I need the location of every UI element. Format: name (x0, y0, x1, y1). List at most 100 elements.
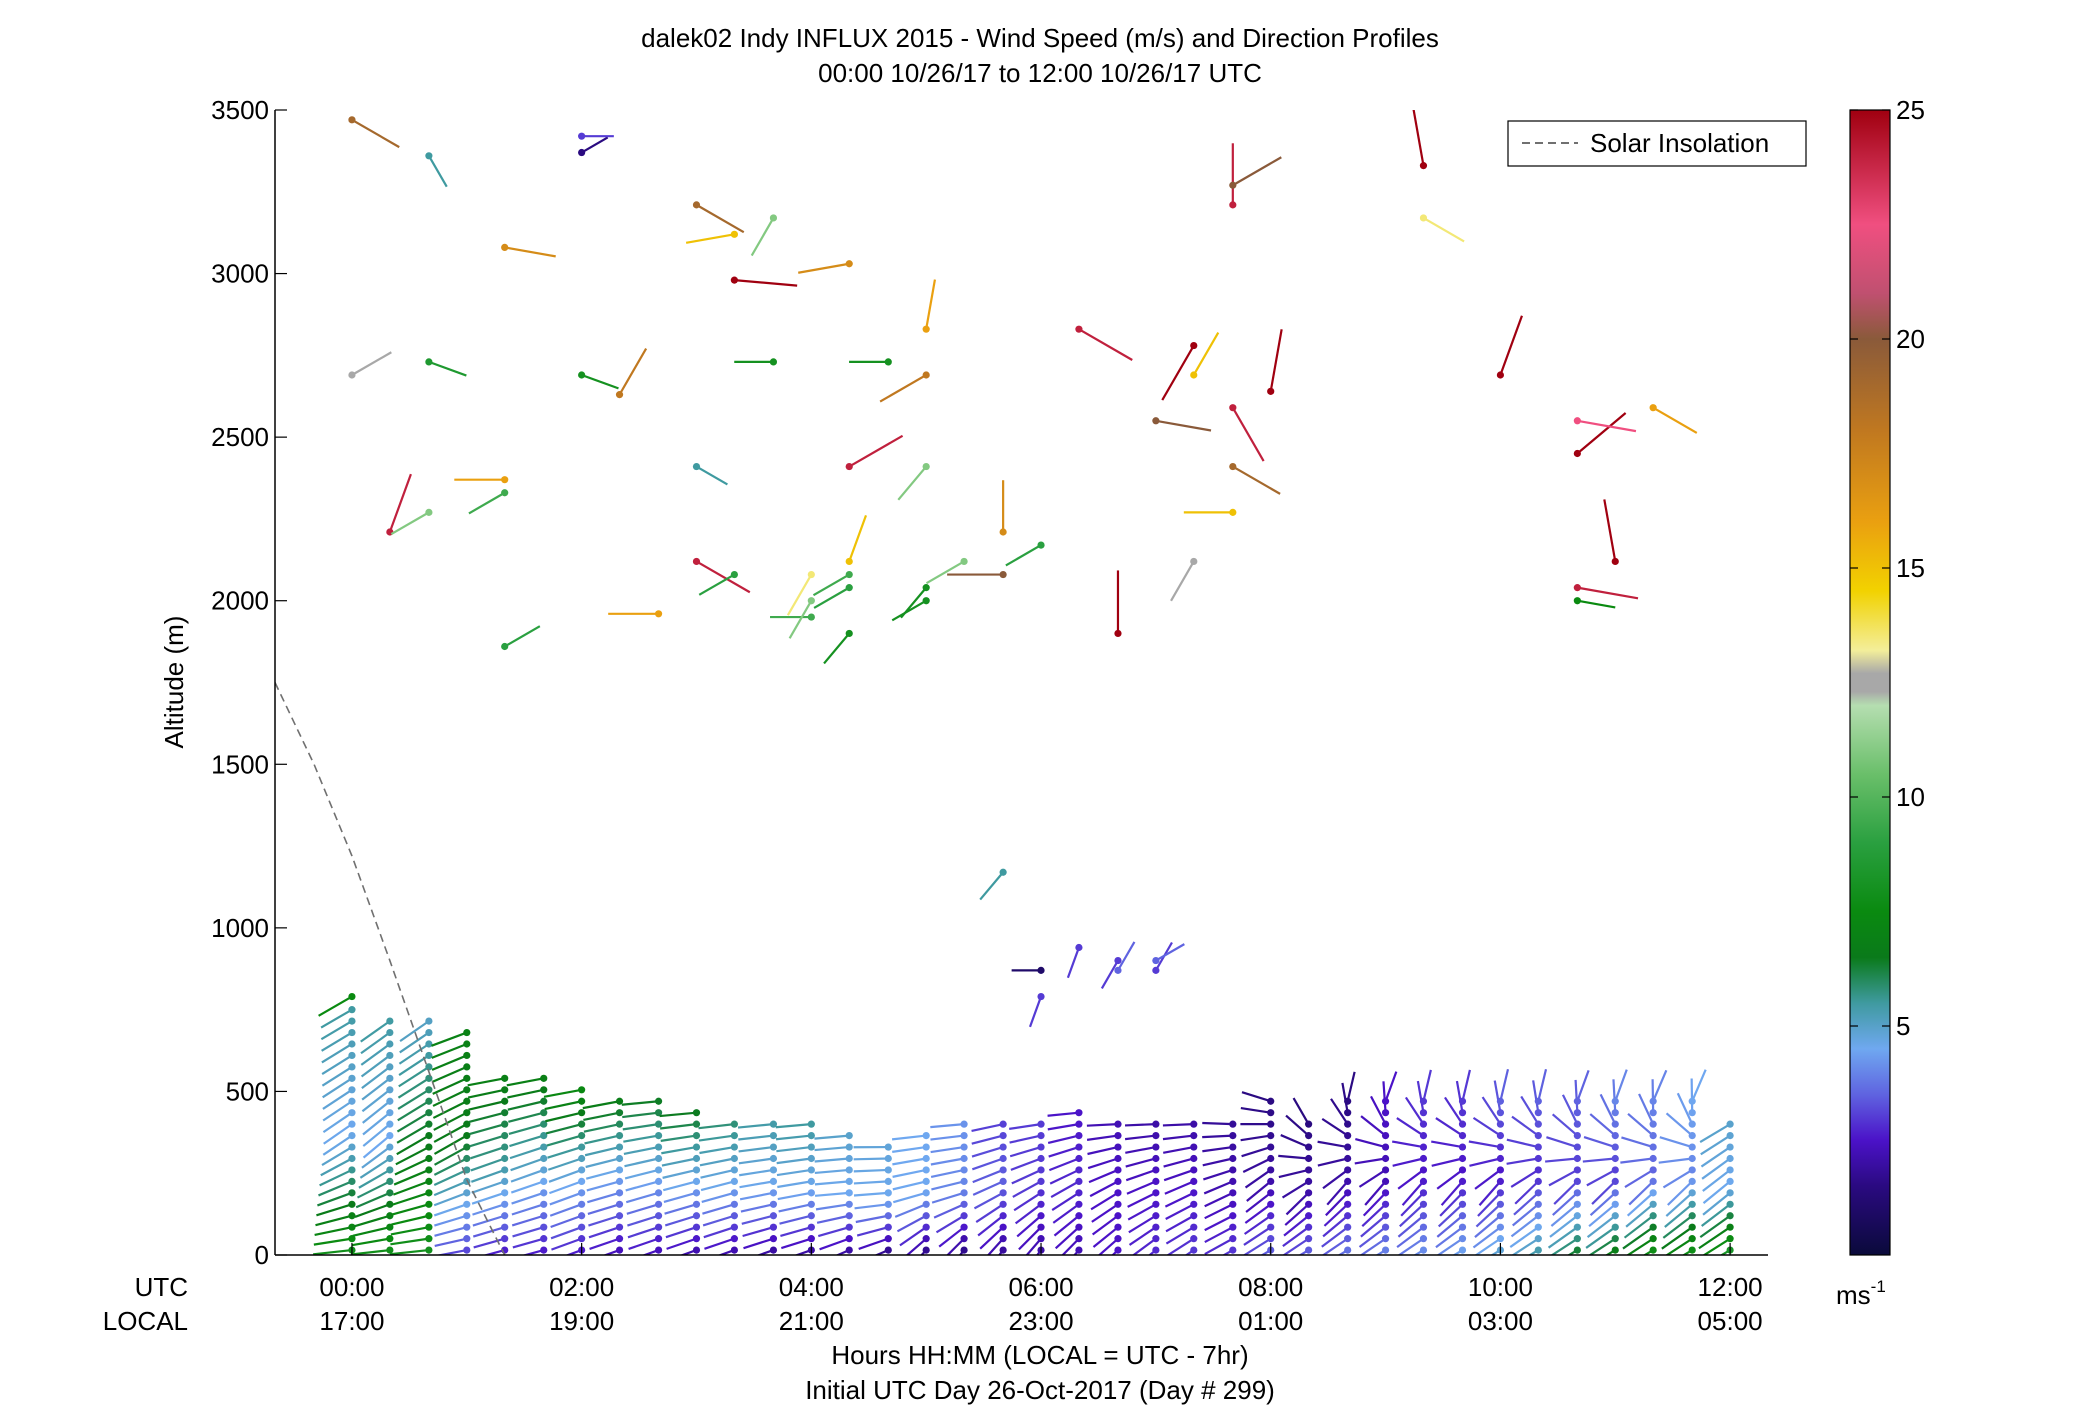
wind-barb-shaft (1009, 1123, 1042, 1130)
profile-barb (816, 1212, 853, 1224)
profile-barb (660, 1131, 701, 1142)
wind-barb-shaft (814, 1157, 850, 1163)
wind-barb-point (425, 1177, 433, 1185)
profile-barb (1166, 1235, 1198, 1255)
wind-barb-shaft (1155, 419, 1212, 432)
wind-barb-point (386, 1246, 394, 1254)
wind-barb-point (386, 1166, 394, 1174)
wind-barb-shaft (979, 1226, 1004, 1250)
wind-barb-point (1037, 1131, 1045, 1140)
profile-barb (1532, 1080, 1542, 1117)
wind-barb-point (769, 214, 778, 222)
profile-barb (972, 1177, 1007, 1196)
wind-barb-shaft (581, 373, 619, 390)
x-tick-label-local: 19:00 (549, 1306, 614, 1336)
profile-barb (1649, 1069, 1668, 1105)
wind-barb-shaft (388, 473, 412, 533)
wind-barb-point (807, 1120, 815, 1128)
profile-barb (322, 1074, 356, 1099)
wind-barb-point (578, 1131, 586, 1140)
wind-barb-point (615, 1189, 624, 1197)
wind-barb-shaft (1702, 1180, 1731, 1204)
profile-barb (892, 1166, 930, 1178)
wind-barb-point (807, 1143, 815, 1151)
wind-barb-point (1381, 1189, 1390, 1197)
wind-barb-point (999, 1166, 1007, 1174)
wind-barb-point (1611, 1189, 1619, 1197)
wind-barb-shaft (1204, 1203, 1234, 1220)
profile-barb (1440, 1177, 1467, 1206)
upper-air-barb (813, 584, 853, 609)
profile-barb (1243, 1223, 1275, 1246)
profile-barb (392, 1189, 433, 1206)
wind-barb-shaft (1204, 1226, 1234, 1244)
wind-barb-point (845, 1154, 853, 1163)
wind-barb-point (922, 1235, 930, 1243)
wind-barb-point (1075, 1120, 1083, 1128)
profile-barb (397, 1074, 433, 1099)
wind-barb-shaft (1091, 1214, 1119, 1236)
wind-barb-point (1267, 1109, 1275, 1117)
profile-barb (1204, 1235, 1237, 1255)
wind-barb-shaft (734, 279, 798, 287)
y-tick-label: 1500 (211, 749, 269, 779)
wind-barb-point (348, 1166, 356, 1174)
profile-barb (819, 1235, 853, 1251)
wind-barb-shaft (549, 1180, 583, 1195)
profile-barb (698, 1131, 738, 1142)
wind-barb-point (1152, 1154, 1160, 1163)
wind-barb-shaft (1164, 1191, 1195, 1208)
wind-barb-shaft (848, 434, 904, 468)
wind-barb-shaft (1066, 947, 1080, 979)
wind-barb-point (1229, 1246, 1237, 1254)
wind-barb-shaft (1128, 1226, 1157, 1246)
profile-barb (1620, 1154, 1657, 1164)
wind-barb-shaft (1161, 344, 1195, 401)
profile-barb (892, 1143, 930, 1153)
profile-barb (584, 1131, 624, 1145)
wind-barb-shaft (1588, 1237, 1616, 1255)
wind-barb-shaft (588, 1226, 620, 1239)
wind-barb-point (1496, 1131, 1505, 1140)
wind-barb-point (1534, 1246, 1542, 1254)
profile-barb (320, 1006, 356, 1029)
wind-barb-point (1229, 1223, 1237, 1231)
wind-barb-point (1344, 1143, 1352, 1151)
profile-barb (814, 1131, 853, 1140)
profile-barb (355, 1189, 394, 1209)
wind-barb-point (1611, 557, 1619, 566)
wind-barb-shaft (1089, 1180, 1119, 1198)
wind-barb-shaft (1589, 1113, 1616, 1137)
utc-row-label: UTC (135, 1272, 188, 1302)
wind-barb-point (348, 116, 356, 124)
wind-barb-shaft (905, 1237, 927, 1255)
wind-barb-point (1726, 1235, 1734, 1243)
profile-barb (509, 1143, 548, 1160)
profile-barb (958, 1246, 968, 1255)
upper-air-barb (1419, 214, 1465, 243)
wind-barb-shaft (361, 1066, 391, 1089)
wind-barb-point (425, 1189, 433, 1197)
x-tick-label-local: 17:00 (319, 1306, 384, 1336)
profile-barb (510, 1154, 548, 1172)
legend-entry-label: Solar Insolation (1590, 128, 1769, 158)
wind-barb-shaft (743, 1237, 774, 1250)
profile-barb (1361, 1200, 1390, 1227)
wind-barb-shaft (361, 1088, 391, 1113)
wind-barb-shaft (1243, 1226, 1272, 1246)
profile-barb (1052, 1200, 1083, 1224)
upper-air-barb (501, 243, 556, 258)
wind-barb-point (1229, 1131, 1237, 1140)
profile-barb (626, 1200, 663, 1215)
wind-barb-shaft (390, 1237, 430, 1246)
wind-barb-shaft (321, 1065, 353, 1087)
profile-barb (360, 1051, 394, 1078)
wind-barb-point (1075, 1200, 1083, 1208)
profile-barb (433, 1131, 471, 1155)
wind-barb-point (1305, 1120, 1313, 1128)
wind-barb-shaft (587, 1203, 620, 1215)
wind-barb-shaft (433, 1180, 468, 1197)
profile-barb (1073, 1246, 1083, 1255)
wind-barb-shaft (664, 1214, 697, 1227)
wind-barb-point (692, 1109, 701, 1117)
